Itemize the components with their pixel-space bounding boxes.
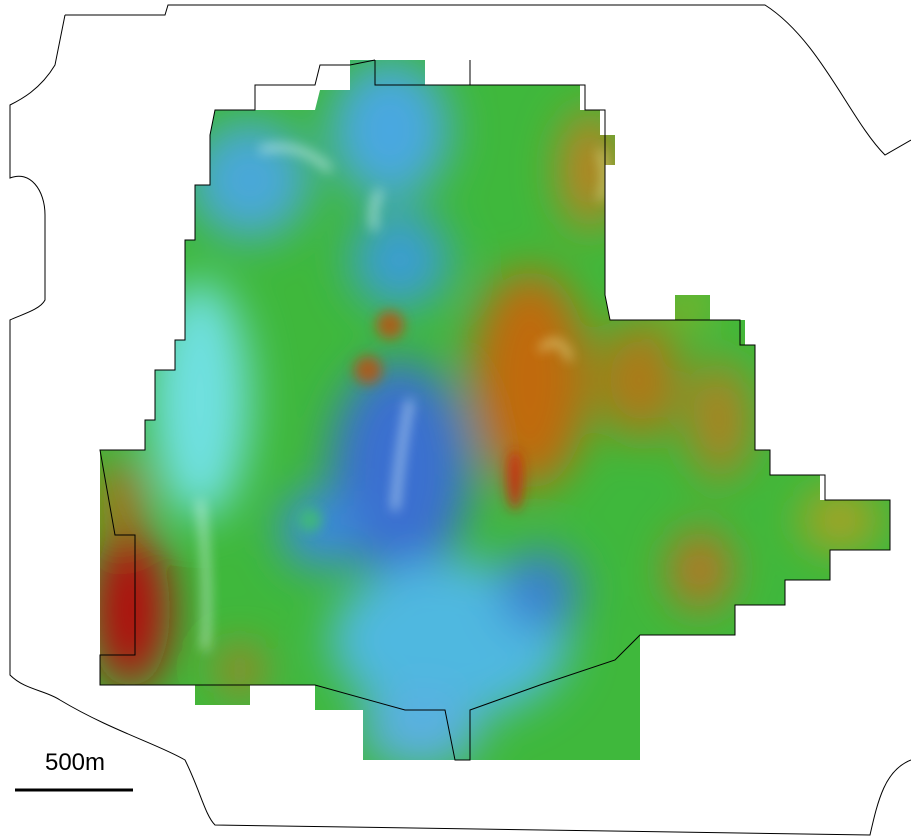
scale-label: 500m [45,749,105,776]
survey-raster [90,50,900,770]
page: 500m (() => { const data = JSON.parse(do… [0,0,911,839]
survey-map: 500m [0,0,911,839]
